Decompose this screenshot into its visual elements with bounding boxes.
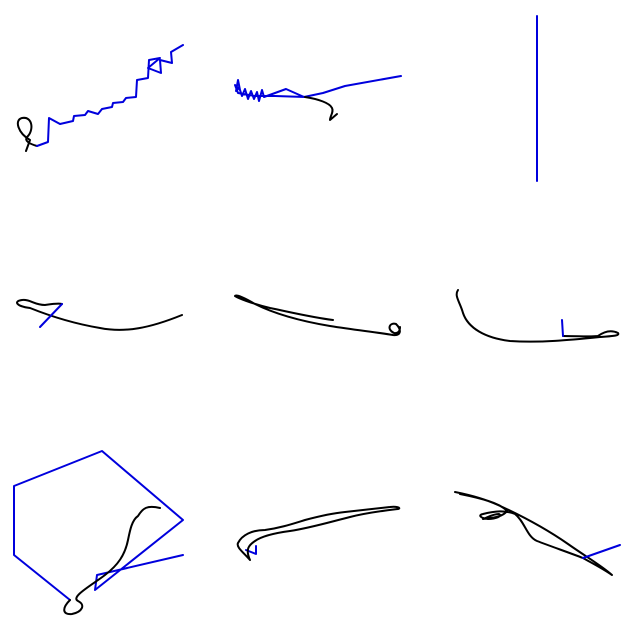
stroke-black — [63, 505, 161, 616]
stroke-black — [16, 298, 183, 331]
sketch-cell-r0-c0 — [16, 44, 184, 152]
stroke-blue — [13, 450, 184, 601]
stroke-black — [234, 294, 401, 337]
stroke-blue — [561, 319, 564, 337]
stroke-blue — [39, 303, 63, 328]
sketch-cell-r2-c1 — [236, 505, 401, 561]
sketch-cell-r1-c0 — [16, 298, 183, 331]
sketch-cell-r2-c2 — [454, 491, 621, 576]
sketch-cell-r0-c1 — [234, 75, 402, 121]
stroke-black — [16, 116, 38, 152]
stroke-black — [236, 505, 401, 561]
stroke-black — [455, 289, 620, 343]
stroke-black — [304, 96, 338, 121]
stroke-blue — [582, 544, 621, 559]
sketch-cell-r1-c2 — [455, 289, 620, 343]
stroke-blue — [245, 545, 257, 555]
stroke-black — [454, 491, 613, 576]
stroke-blue — [234, 75, 402, 102]
stroke-blue — [36, 44, 184, 147]
sketch-cell-r2-c0 — [13, 450, 184, 616]
sketch-cell-r1-c1 — [234, 294, 401, 337]
